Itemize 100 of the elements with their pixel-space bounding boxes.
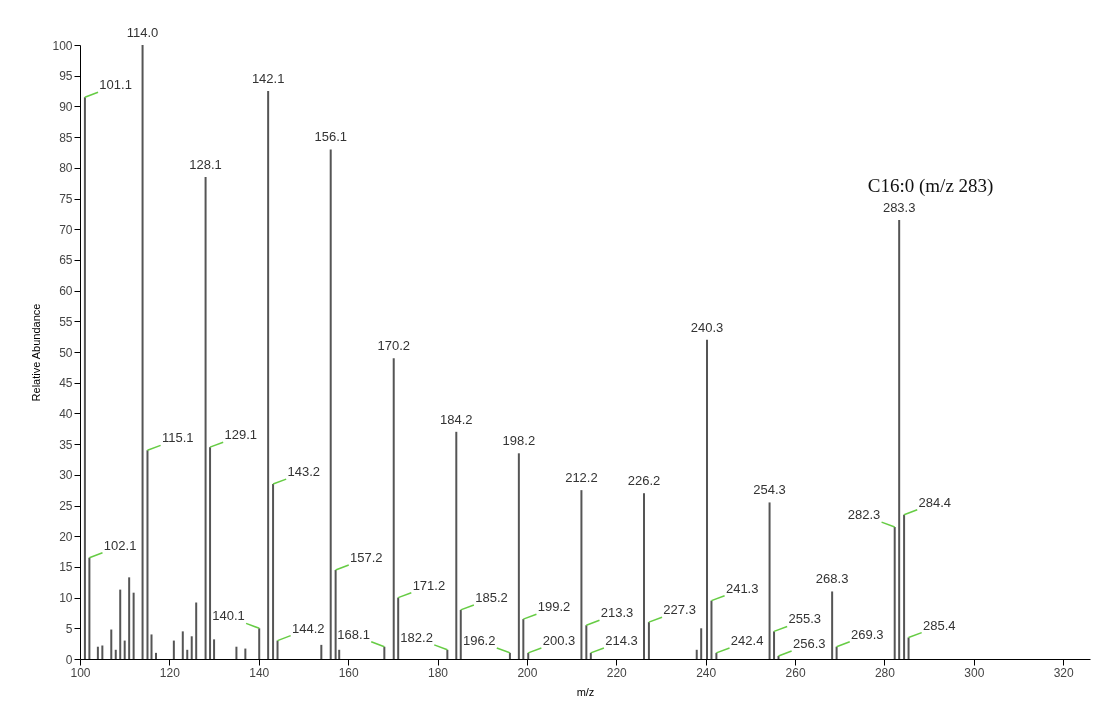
x-tick-label: 220 — [606, 665, 628, 680]
annotation: 284.4 — [918, 494, 952, 510]
x-axis-title: m/z — [576, 685, 595, 698]
bar — [128, 577, 131, 659]
y-axis-title: Relative Abundance — [30, 303, 43, 402]
bar — [190, 636, 193, 659]
bar — [893, 526, 896, 659]
y-tick-label: 70 — [59, 222, 73, 237]
x-tick-label: 240 — [696, 665, 717, 680]
annotation: 255.3 — [788, 611, 822, 627]
bar — [204, 177, 207, 659]
annotation: 268.3 — [815, 571, 849, 587]
annotation: 213.3 — [600, 605, 634, 621]
x-tick-label: 320 — [1053, 665, 1075, 680]
y-tick-label: 25 — [59, 499, 73, 513]
annotation: 227.3 — [663, 602, 696, 618]
bar — [258, 628, 261, 659]
bar — [88, 557, 91, 659]
y-tick-label: 60 — [59, 284, 73, 299]
x-tick-label: 200 — [517, 665, 538, 680]
y-tick-label: 95 — [59, 69, 73, 84]
y-tick-label: 15 — [59, 560, 73, 575]
bar — [835, 646, 838, 659]
x-tick-label: 160 — [338, 665, 359, 680]
annotation: 143.2 — [287, 464, 321, 480]
annotation: 115.1 — [161, 430, 194, 446]
annotation: 254.3 — [753, 482, 786, 498]
bar — [195, 602, 198, 659]
annotation: 184.2 — [440, 411, 473, 427]
y-tick-label: 5 — [65, 621, 73, 636]
annotation: 200.3 — [542, 632, 576, 648]
bar — [455, 431, 458, 659]
annotation: 182.2 — [400, 629, 433, 645]
bar — [334, 569, 337, 659]
bar — [235, 646, 238, 659]
bar — [589, 652, 592, 659]
annotation: 170.2 — [377, 338, 410, 354]
annotation: 285.4 — [923, 617, 956, 633]
annotation: 144.2 — [291, 620, 325, 636]
bar — [903, 514, 906, 659]
bar — [141, 45, 144, 659]
annotation: 256.3 — [792, 636, 826, 652]
y-tick-label: 100 — [52, 38, 73, 53]
annotation: 168.1 — [337, 626, 370, 642]
y-tick-label: 45 — [59, 376, 73, 391]
annotation: 283.3 — [882, 199, 916, 215]
annotation: 214.3 — [605, 632, 638, 648]
bar — [186, 649, 189, 659]
annotation: 101.1 — [99, 77, 132, 93]
bar — [647, 622, 650, 659]
annotation: 199.2 — [537, 599, 571, 615]
bar — [119, 589, 122, 659]
bar — [110, 629, 113, 659]
bar — [132, 592, 135, 659]
annotation: 129.1 — [224, 427, 258, 443]
bar — [527, 652, 530, 659]
bar — [209, 447, 212, 659]
annotation: 198.2 — [502, 433, 536, 449]
bar — [773, 631, 776, 659]
annotation: 142.1 — [251, 71, 285, 87]
bar — [907, 637, 910, 659]
bar — [276, 640, 279, 659]
bar — [898, 219, 901, 659]
bar — [695, 649, 698, 659]
bar — [83, 97, 86, 659]
annotation: 282.3 — [847, 507, 881, 523]
annotation: 102.1 — [103, 537, 137, 553]
bar — [446, 649, 449, 659]
bar — [715, 652, 718, 659]
bar — [392, 358, 395, 659]
annotation: 171.2 — [412, 577, 446, 593]
bar — [114, 649, 117, 659]
bar — [580, 490, 583, 659]
y-tick-label: 85 — [59, 130, 73, 145]
bar — [383, 646, 386, 659]
bar — [706, 339, 708, 659]
y-tick-label: 40 — [59, 406, 73, 421]
y-tick-label: 65 — [59, 253, 73, 268]
annotation: 156.1 — [314, 129, 347, 145]
bar — [397, 597, 400, 659]
bar — [181, 631, 184, 659]
bar — [96, 646, 99, 659]
bar — [244, 648, 247, 659]
bar — [508, 652, 511, 659]
x-tick-label: 300 — [964, 665, 985, 680]
bar — [642, 493, 645, 659]
annotation: 242.4 — [730, 632, 764, 648]
x-tick-label: 140 — [249, 665, 270, 680]
annotation: 185.2 — [475, 589, 508, 605]
y-tick-label: 90 — [59, 99, 73, 114]
annotation: 114.0 — [126, 25, 159, 40]
y-tick-label: 80 — [59, 161, 73, 176]
bar — [146, 450, 149, 659]
x-tick-label: 180 — [428, 665, 449, 680]
bar — [320, 644, 323, 659]
x-tick-label: 120 — [159, 665, 181, 680]
bar — [154, 652, 157, 659]
annotation: 241.3 — [725, 580, 759, 596]
bar — [768, 502, 771, 659]
y-tick-label: 50 — [59, 345, 73, 360]
